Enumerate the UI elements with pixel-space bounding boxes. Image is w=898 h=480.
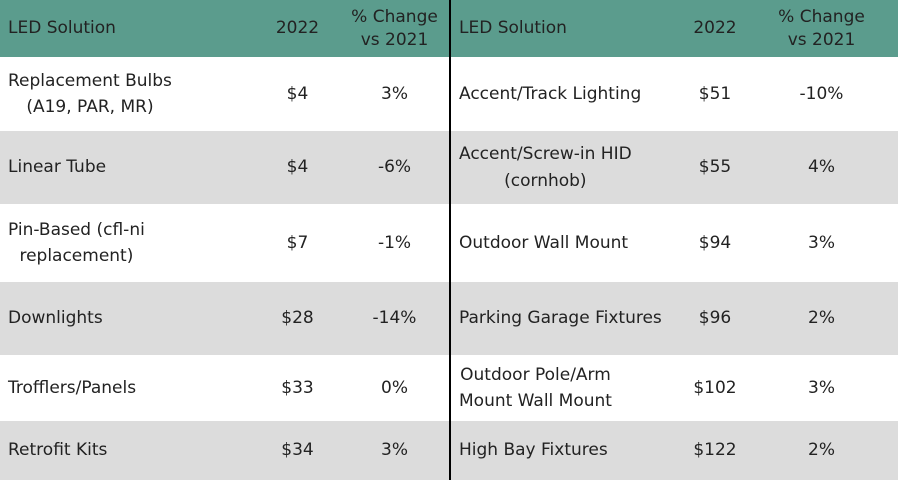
table-cell: $7: [255, 204, 340, 282]
table-cell: Linear Tube: [0, 131, 255, 204]
table-cell: % Change vs 2021: [340, 0, 451, 57]
table-cell: Accent/Track Lighting: [450, 57, 685, 131]
cell-text: Parking Garage Fixtures: [459, 308, 662, 329]
table-cell: Outdoor Pole/Arm Mount Wall Mount: [450, 355, 685, 421]
cell-text: 2022: [275, 18, 320, 39]
cell-text: 2%: [808, 440, 835, 461]
table-row: Trofflers/Panels $33 0% Outdoor Pole/Arm Mo…: [0, 355, 898, 421]
cell-text: $34: [281, 440, 314, 461]
table-cell: LED Solution: [450, 0, 685, 57]
cell-text: % Change vs 2021: [778, 6, 865, 50]
cell-text: Linear Tube: [8, 157, 107, 178]
cell-text: % Change vs 2021: [351, 6, 438, 50]
cell-text: -14%: [372, 308, 417, 329]
table-cell: Parking Garage Fixtures: [450, 282, 685, 355]
cell-text: $55: [698, 157, 732, 178]
cell-text: 4%: [808, 157, 835, 178]
cell-text: LED Solution: [8, 18, 116, 39]
table-cell: Retrofit Kits: [0, 421, 255, 480]
table-cell: 2022: [255, 0, 340, 57]
table-cell: 3%: [340, 57, 451, 131]
cell-text: Trofflers/Panels: [8, 377, 137, 398]
table-row: Retrofit Kits $34 3% High Bay Fixtures $122 2…: [0, 421, 898, 480]
table-cell: $34: [255, 421, 340, 480]
cell-text: Retrofit Kits: [8, 440, 108, 461]
table-cell: Trofflers/Panels: [0, 355, 255, 421]
table-row: Replacement Bulbs (A19, PAR, MR) $4 3% Acce…: [0, 57, 898, 131]
table-row: Linear Tube $4 -6% Accent/Screw-in HID (cor…: [0, 131, 898, 204]
table-cell: 4%: [745, 131, 898, 204]
table-cell: 3%: [340, 421, 451, 480]
cell-text: 3%: [381, 83, 408, 104]
table-cell: $4: [255, 131, 340, 204]
cell-text: Pin-Based (cfl-ni replacement): [8, 219, 145, 266]
table-cell: $96: [685, 282, 745, 355]
cell-text: $28: [281, 308, 314, 329]
table-cell: -1%: [340, 204, 451, 282]
table-cell: $122: [685, 421, 745, 480]
cell-text: -1%: [377, 232, 412, 253]
table-cell: 2%: [745, 421, 898, 480]
table-cell: $51: [685, 57, 745, 131]
cell-text: Downlights: [8, 308, 103, 329]
table-cell: 3%: [745, 355, 898, 421]
table-cell: $102: [685, 355, 745, 421]
table-cell: Pin-Based (cfl-ni replacement): [0, 204, 255, 282]
table-cell: 3%: [745, 204, 898, 282]
cell-text: 3%: [381, 440, 408, 461]
cell-text: Accent/Screw-in HID (cornhob): [459, 144, 632, 191]
table-cell: 2%: [745, 282, 898, 355]
cell-text: LED Solution: [459, 18, 567, 39]
cell-text: -10%: [799, 83, 844, 104]
table-row: Pin-Based (cfl-ni replacement) $7 -1% Outdo…: [0, 204, 898, 282]
cell-text: $33: [281, 377, 314, 398]
table-cell: $94: [685, 204, 745, 282]
cell-text: -6%: [377, 157, 412, 178]
table-cell: $33: [255, 355, 340, 421]
cell-text: $102: [693, 377, 737, 398]
cell-text: $94: [698, 232, 732, 253]
table-cell: $28: [255, 282, 340, 355]
table-cell: 2022: [685, 0, 745, 57]
cell-text: High Bay Fixtures: [459, 440, 608, 461]
cell-text: 2022: [693, 18, 737, 39]
cell-text: 3%: [808, 232, 835, 253]
table-cell: Outdoor Wall Mount: [450, 204, 685, 282]
cell-text: $122: [693, 440, 737, 461]
table-cell: High Bay Fixtures: [450, 421, 685, 480]
table-cell: % Change vs 2021: [745, 0, 898, 57]
cell-text: 2%: [808, 308, 835, 329]
cell-text: Replacement Bulbs (A19, PAR, MR): [8, 70, 172, 117]
table-row: Downlights $28 -14% Parking Garage Fixtures…: [0, 282, 898, 355]
table-cell: Downlights: [0, 282, 255, 355]
table-row: LED Solution 2022 % Change vs 2021 LED Solu…: [0, 0, 898, 57]
table-cell: 0%: [340, 355, 451, 421]
table-cell: $4: [255, 57, 340, 131]
cell-text: $4: [286, 83, 309, 104]
table-cell: -6%: [340, 131, 451, 204]
cell-text: 3%: [808, 377, 835, 398]
cell-text: Outdoor Wall Mount: [459, 232, 629, 253]
cell-text: $51: [698, 83, 732, 104]
cell-text: $4: [286, 157, 309, 178]
table-cell: -10%: [745, 57, 898, 131]
table-cell: Accent/Screw-in HID (cornhob): [450, 131, 685, 204]
cell-text: 0%: [381, 377, 408, 398]
table-cell: $55: [685, 131, 745, 204]
cell-text: $7: [286, 232, 309, 253]
table-cell: -14%: [340, 282, 451, 355]
table-cell: Replacement Bulbs (A19, PAR, MR): [0, 57, 255, 131]
cell-text: $96: [698, 308, 732, 329]
cell-text: Outdoor Pole/Arm Mount Wall Mount: [459, 364, 612, 411]
table-cell: LED Solution: [0, 0, 255, 57]
cell-text: Accent/Track Lighting: [459, 83, 642, 104]
